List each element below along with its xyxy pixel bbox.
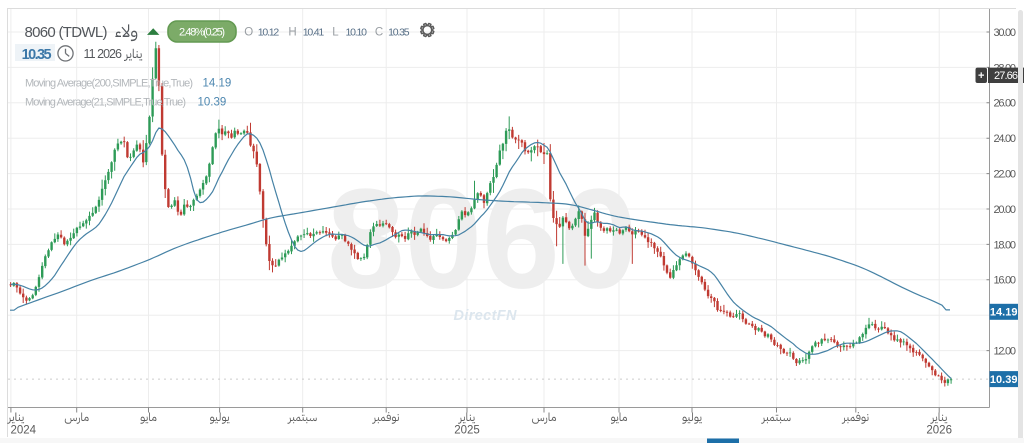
svg-text:O: O: [244, 26, 253, 38]
svg-text:27.66: 27.66: [994, 70, 1018, 82]
svg-text:Moving Average(200,SIMPLE,True: Moving Average(200,SIMPLE,True,True): [25, 78, 193, 90]
svg-text:Moving Average(21,SIMPLE,True,: Moving Average(21,SIMPLE,True,True): [25, 97, 186, 109]
svg-text:8060 (TDWL): 8060 (TDWL): [25, 24, 108, 41]
svg-text:11 2026: 11 2026: [84, 47, 123, 61]
svg-text:10.35: 10.35: [388, 26, 410, 38]
svg-text:14.19: 14.19: [203, 78, 232, 90]
svg-text:18.00: 18.00: [994, 239, 1017, 251]
svg-text:10.10: 10.10: [346, 26, 368, 38]
svg-text:10.39: 10.39: [198, 97, 227, 109]
svg-text:10.41: 10.41: [303, 26, 325, 38]
svg-text:10.39: 10.39: [990, 374, 1018, 386]
svg-text:L: L: [332, 26, 339, 38]
svg-text:16.00: 16.00: [994, 275, 1017, 287]
svg-text:2025: 2025: [454, 425, 480, 437]
svg-text:2.48%(0.25): 2.48%(0.25): [179, 26, 225, 38]
svg-text:10.35: 10.35: [22, 47, 52, 63]
svg-text:+: +: [978, 70, 984, 82]
svg-text:14.19: 14.19: [990, 307, 1018, 319]
svg-text:8060: 8060: [327, 160, 638, 319]
svg-text:10.12: 10.12: [258, 26, 280, 38]
svg-text:2026: 2026: [926, 425, 952, 437]
svg-text:C: C: [375, 26, 383, 38]
svg-text:12.00: 12.00: [994, 346, 1017, 358]
svg-text:DirectFN: DirectFN: [454, 308, 518, 324]
svg-text:2024: 2024: [11, 425, 37, 437]
svg-text:24.00: 24.00: [994, 133, 1017, 145]
svg-text:20.00: 20.00: [994, 204, 1017, 216]
svg-text:30.00: 30.00: [994, 27, 1017, 39]
svg-text:22.00: 22.00: [994, 169, 1017, 181]
svg-text:26.00: 26.00: [994, 98, 1017, 110]
svg-text:H: H: [288, 26, 296, 38]
